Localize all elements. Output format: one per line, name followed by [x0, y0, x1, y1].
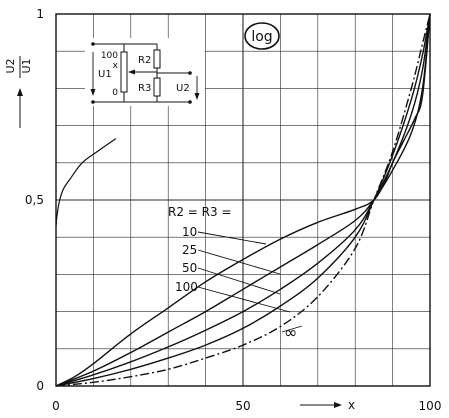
series-line-3 [55, 13, 431, 387]
legend-heading: R2 = R3 = [168, 205, 232, 219]
curve-label: ∞ [284, 323, 297, 342]
terminal-bottom-left-icon [91, 100, 95, 104]
curve-label-leader [197, 286, 291, 313]
pot-label-top: 100 [101, 51, 118, 61]
x-tick-label: 100 [419, 399, 442, 413]
grid [56, 14, 430, 386]
y-axis-arrowhead-icon [17, 88, 23, 96]
series-line-1 [55, 13, 431, 387]
pot-label-x: x [113, 61, 119, 71]
log-badge-ring [244, 22, 280, 50]
circuit-inset: U1 100 x 0 R2 R3 U2 [85, 38, 205, 106]
resistor-r2 [153, 49, 161, 69]
series-layer [55, 13, 431, 387]
log-badge-label: log [251, 29, 272, 45]
small-curve-line [55, 138, 117, 227]
curve-label-leader [197, 249, 281, 275]
y-axis-label: U2 U1 [4, 56, 33, 128]
curve-label: 25 [182, 243, 197, 257]
y-tick-label: 1 [36, 7, 44, 21]
y-axis-label-numerator: U2 [4, 58, 17, 73]
y-axis-label-denominator: U1 [20, 58, 33, 73]
curve-labels: 10 25 50 100 ∞ [175, 225, 303, 342]
terminal-top-left-icon [91, 42, 95, 46]
curve-label-leader [197, 267, 281, 295]
x-axis-label: x [300, 398, 355, 412]
curve-label-leader [281, 325, 303, 333]
r3-label: R3 [138, 83, 151, 94]
pot-label-bottom: 0 [112, 88, 118, 98]
terminal-out-bottom-icon [188, 100, 192, 104]
x-tick-label: 0 [52, 399, 60, 413]
series-line-5 [55, 13, 431, 387]
series-line-2 [55, 13, 431, 387]
log-badge: log [244, 22, 280, 50]
curve-label: 100 [175, 280, 198, 294]
curve-label-leader [197, 231, 267, 245]
x-axis-arrowhead-icon [334, 402, 342, 408]
series-line-4 [55, 13, 431, 387]
plot-frame [55, 13, 431, 387]
curve-label: 50 [182, 261, 197, 275]
wiper-arrowhead-icon [128, 69, 135, 75]
u2-arrowhead-icon [194, 93, 200, 100]
u2-label: U2 [176, 83, 190, 94]
x-tick-label: 50 [235, 399, 250, 413]
x-axis-label-text: x [348, 398, 355, 412]
u1-arrowhead-icon [90, 89, 96, 96]
resistor-r3 [153, 77, 161, 97]
curve-label: 10 [182, 225, 197, 239]
potentiometer-body [120, 51, 128, 93]
y-tick-label: 0,5 [25, 193, 44, 207]
terminal-out-top-icon [188, 71, 192, 75]
u1-label: U1 [98, 69, 112, 80]
y-tick-label: 0 [36, 379, 44, 393]
r2-label: R2 [138, 55, 151, 66]
